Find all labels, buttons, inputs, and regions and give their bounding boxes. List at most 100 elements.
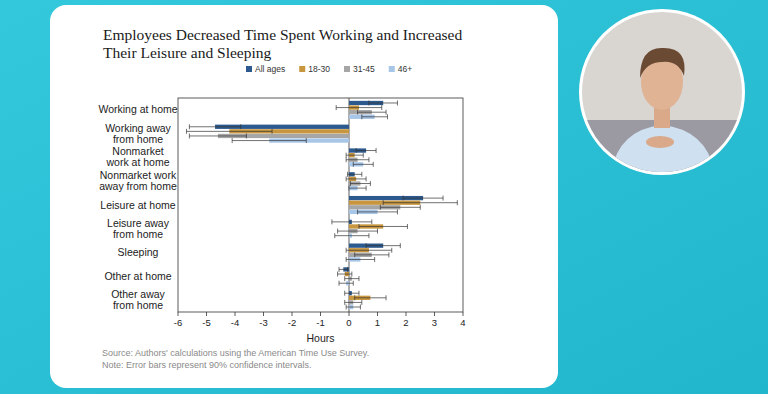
error-bar — [380, 205, 420, 210]
error-bar — [339, 267, 348, 272]
error-cap — [381, 105, 382, 110]
error-line — [345, 302, 362, 303]
error-cap — [377, 229, 378, 234]
error-line — [349, 188, 366, 189]
category-line: away from home — [99, 180, 177, 192]
legend-label: 46+ — [398, 64, 412, 74]
presenter-photo — [579, 9, 750, 180]
category-line: Other at home — [104, 270, 171, 282]
error-line — [338, 274, 352, 275]
error-cap — [370, 181, 371, 186]
category-label: Other at home — [104, 270, 171, 282]
error-cap — [443, 196, 444, 201]
error-bar — [355, 295, 386, 300]
title-line: Employees Decreased Time Spent Working a… — [103, 26, 462, 43]
category-line: Sleeping — [118, 246, 159, 258]
error-line — [356, 150, 376, 151]
error-line — [346, 250, 392, 251]
error-cap — [186, 129, 187, 134]
error-cap — [347, 267, 348, 272]
error-cap — [387, 114, 388, 119]
error-cap — [400, 243, 401, 248]
error-bar — [345, 300, 362, 305]
error-cap — [331, 219, 332, 224]
error-line — [346, 155, 363, 156]
error-line — [346, 307, 360, 308]
error-cap — [334, 233, 335, 238]
legend-label: All ages — [255, 64, 285, 74]
photo-bg — [580, 10, 750, 180]
error-cap — [368, 157, 369, 162]
x-tick — [434, 312, 435, 316]
x-tick — [263, 312, 264, 316]
error-cap — [358, 291, 359, 296]
error-bar — [353, 162, 373, 167]
error-bar — [336, 105, 382, 110]
error-cap — [272, 129, 273, 134]
error-cap — [344, 276, 345, 281]
error-line — [189, 135, 246, 136]
category-line: Working at home — [98, 103, 177, 115]
error-bar — [355, 252, 389, 257]
error-line — [348, 174, 362, 175]
x-tick-label: 3 — [432, 317, 437, 328]
category-labels: Working at homeWorking awayfrom homeNonm… — [98, 103, 177, 311]
error-line — [358, 112, 387, 113]
error-bar — [358, 110, 387, 115]
error-cap — [361, 300, 362, 305]
error-cap — [358, 224, 359, 229]
error-bar — [356, 148, 376, 153]
error-bar — [358, 209, 398, 214]
error-cap — [350, 181, 351, 186]
error-bar — [338, 229, 378, 234]
category-line: Leisure at home — [100, 199, 175, 211]
category-label: Working awayfrom home — [105, 122, 171, 145]
error-bar — [359, 224, 407, 229]
error-cap — [354, 295, 355, 300]
error-cap — [371, 219, 372, 224]
error-cap — [346, 305, 347, 310]
legend-swatch — [344, 66, 350, 72]
error-line — [369, 102, 398, 103]
photo-content — [580, 10, 750, 180]
error-cap — [457, 200, 458, 205]
category-label: Other awayfrom home — [111, 288, 165, 311]
error-cap — [346, 153, 347, 158]
error-cap — [368, 233, 369, 238]
error-cap — [380, 205, 381, 210]
error-line — [366, 245, 400, 246]
error-line — [380, 207, 420, 208]
title: Employees Decreased Time Spent Working a… — [103, 26, 462, 61]
error-bar — [335, 233, 369, 238]
error-cap — [306, 138, 307, 143]
error-cap — [347, 172, 348, 177]
error-line — [346, 259, 375, 260]
error-cap — [403, 196, 404, 201]
photo-hand — [646, 136, 674, 148]
error-cap — [351, 272, 352, 277]
plot-frame — [178, 98, 463, 312]
category-line: from home — [113, 228, 163, 240]
error-line — [403, 198, 443, 199]
title-line: Their Leisure and Sleeping — [103, 44, 272, 61]
category-line: work at home — [105, 156, 169, 168]
error-cap — [397, 100, 398, 105]
error-bar — [383, 200, 457, 205]
error-bar — [346, 157, 369, 162]
error-line — [232, 140, 306, 141]
x-tick — [377, 312, 378, 316]
annotation: Note: Error bars represent 90% confidenc… — [102, 360, 312, 370]
error-cap — [383, 200, 384, 205]
error-line — [332, 221, 372, 222]
legend-swatch — [246, 66, 252, 72]
x-tick-label: -4 — [231, 317, 239, 328]
error-cap — [339, 267, 340, 272]
error-cap — [373, 162, 374, 167]
category-label: Sleeping — [118, 246, 159, 258]
error-cap — [346, 157, 347, 162]
error-line — [350, 183, 370, 184]
x-tick — [206, 312, 207, 316]
error-bar — [346, 305, 360, 310]
error-line — [335, 235, 369, 236]
error-cap — [366, 186, 367, 191]
